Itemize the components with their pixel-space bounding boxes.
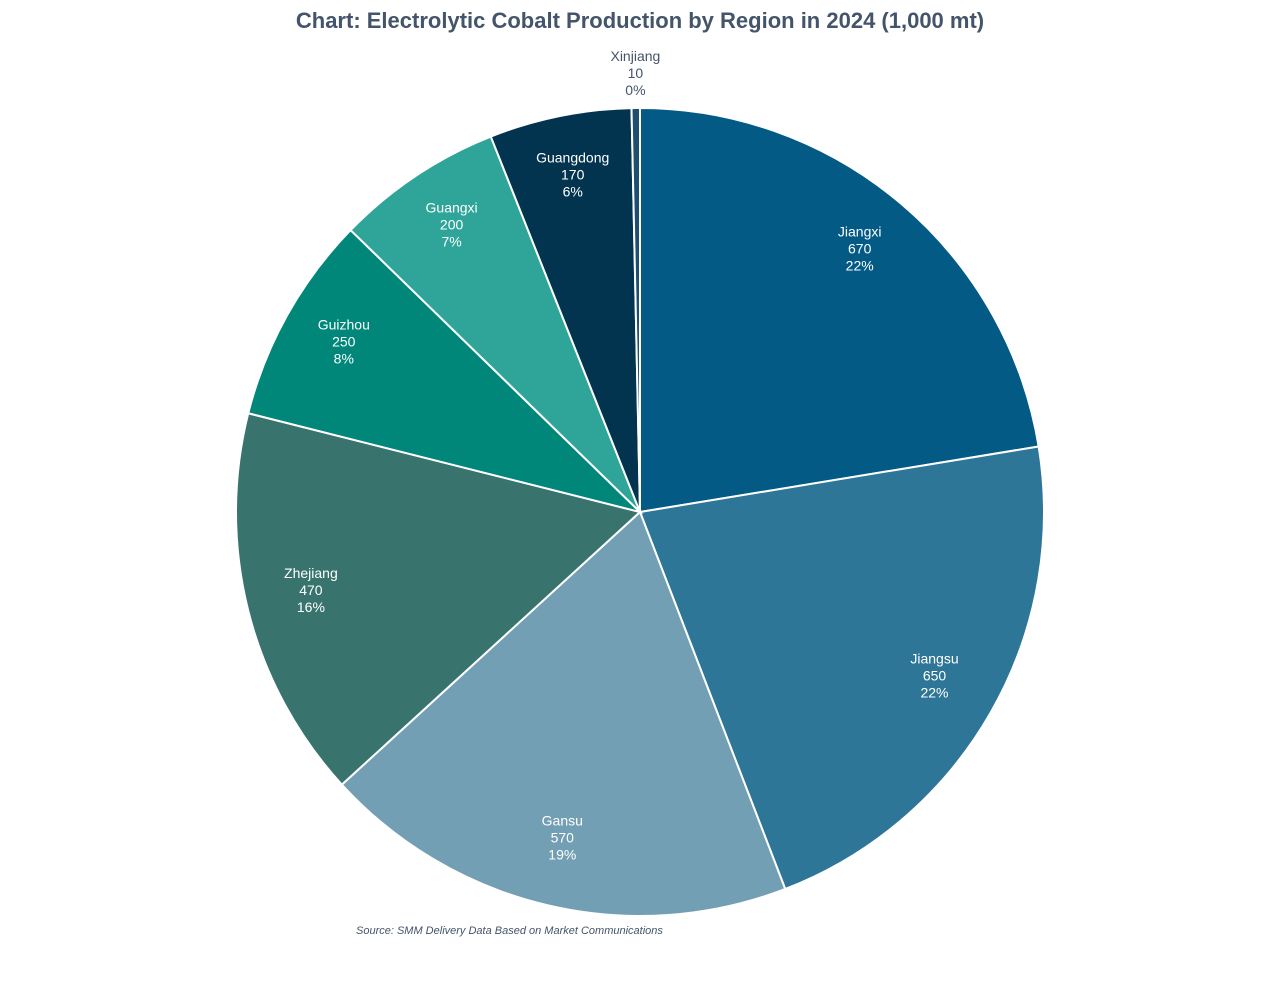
pie-slice-jiangsu[interactable] bbox=[638, 445, 1045, 891]
slice-percent-gansu: 19% bbox=[548, 846, 576, 862]
slice-value-guangxi: 200 bbox=[440, 217, 464, 233]
slice-value-zhejiang: 470 bbox=[299, 582, 323, 598]
slice-percent-jiangsu: 22% bbox=[920, 685, 948, 701]
slice-label-guangdong: Guangdong 170 6% bbox=[536, 149, 609, 199]
slice-value-jiangsu: 650 bbox=[923, 668, 947, 684]
slice-name-xinjiang: Xinjiang bbox=[610, 48, 660, 64]
slice-percent-jiangxi: 22% bbox=[846, 257, 874, 273]
pie-slice-jiangxi[interactable] bbox=[639, 106, 1040, 514]
slice-value-gansu: 570 bbox=[551, 829, 575, 845]
slice-percent-guangdong: 6% bbox=[563, 183, 583, 199]
pie-slice-xinjiang[interactable] bbox=[630, 106, 641, 513]
slice-label-jiangxi: Jiangxi 670 22% bbox=[838, 223, 882, 273]
slice-name-guangdong: Guangdong bbox=[536, 149, 609, 165]
slice-name-gansu: Gansu bbox=[542, 812, 583, 828]
slice-label-xinjiang: Xinjiang 10 0% bbox=[610, 48, 660, 98]
slice-value-jiangxi: 670 bbox=[848, 240, 872, 256]
pie-slice-zhejiang[interactable] bbox=[234, 412, 643, 787]
slice-label-jiangsu: Jiangsu 650 22% bbox=[910, 651, 958, 701]
slice-name-guizhou: Guizhou bbox=[318, 317, 370, 333]
slice-name-guangxi: Guangxi bbox=[426, 200, 478, 216]
chart-source-note: Source: SMM Delivery Data Based on Marke… bbox=[356, 925, 663, 937]
slice-value-guizhou: 250 bbox=[332, 334, 356, 350]
slice-percent-xinjiang: 0% bbox=[625, 82, 645, 98]
pie-slice-guangdong[interactable] bbox=[489, 107, 641, 513]
pie-slice-guangxi[interactable] bbox=[349, 135, 641, 513]
slice-label-guangxi: Guangxi 200 7% bbox=[426, 200, 478, 250]
slice-name-jiangxi: Jiangxi bbox=[838, 223, 882, 239]
slice-label-guizhou: Guizhou 250 8% bbox=[318, 317, 370, 367]
pie-labels: Jiangxi 670 22%Jiangsu 650 22%Gansu 570 19%Zhe… bbox=[284, 48, 959, 862]
slice-name-zhejiang: Zhejiang bbox=[284, 565, 338, 581]
slice-percent-guangxi: 7% bbox=[441, 234, 461, 250]
slice-percent-guizhou: 8% bbox=[334, 351, 354, 367]
slice-value-xinjiang: 10 bbox=[628, 65, 644, 81]
slice-label-zhejiang: Zhejiang 470 16% bbox=[284, 565, 338, 615]
slice-percent-zhejiang: 16% bbox=[297, 599, 325, 615]
slice-label-gansu: Gansu 570 19% bbox=[542, 812, 583, 862]
chart-title: Chart: Electrolytic Cobalt Production by… bbox=[295, 8, 985, 33]
pie-slice-gansu[interactable] bbox=[340, 510, 787, 917]
pie-slices bbox=[234, 106, 1045, 917]
slice-value-guangdong: 170 bbox=[561, 166, 585, 182]
slice-name-jiangsu: Jiangsu bbox=[910, 651, 958, 667]
pie-slice-guizhou[interactable] bbox=[247, 228, 644, 514]
